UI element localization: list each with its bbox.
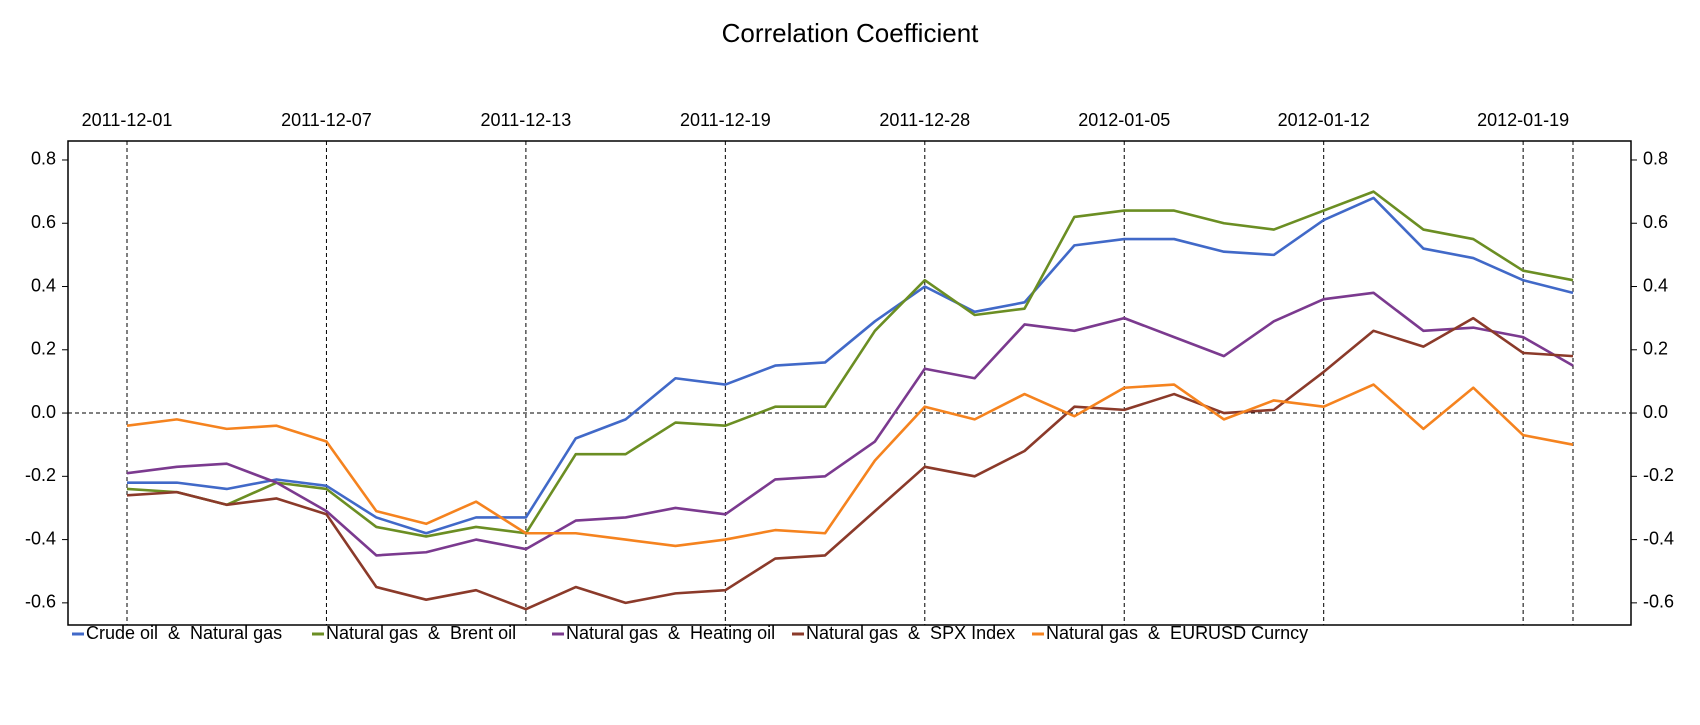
series-line <box>126 383 1574 548</box>
y2-tick-label: 0.2 <box>1643 339 1668 359</box>
y2-tick-label: 0.6 <box>1643 212 1668 232</box>
y2-tick-label: -0.4 <box>1643 528 1674 548</box>
plot-frame <box>67 140 1632 626</box>
x-tick-label: 2011-12-28 <box>879 110 970 130</box>
y2-tick-label: -0.2 <box>1643 465 1674 485</box>
y2-tick-label: 0.4 <box>1643 275 1668 295</box>
legend-label: Natural gas & Heating oil <box>566 623 775 643</box>
legend-label: Natural gas & Brent oil <box>326 623 516 643</box>
legend-label: Natural gas & EURUSD Curncy <box>1046 623 1308 643</box>
x-tick-label: 2012-01-05 <box>1078 110 1170 130</box>
y-tick-label: 0.4 <box>31 275 56 295</box>
series-line <box>127 196 1574 535</box>
y2-tick-label: 0.8 <box>1643 149 1668 169</box>
y2-tick-label: 0.0 <box>1643 402 1668 422</box>
x-tick-label: 2012-01-19 <box>1477 110 1569 130</box>
y-tick-label: 0.0 <box>31 402 56 422</box>
y-tick-label: -0.2 <box>25 465 56 485</box>
legend-label: Crude oil & Natural gas <box>86 623 282 643</box>
x-tick-label: 2011-12-07 <box>281 110 372 130</box>
x-tick-label: 2011-12-19 <box>680 110 771 130</box>
y-tick-label: 0.8 <box>31 149 56 169</box>
y-tick-label: 0.2 <box>31 339 56 359</box>
legend-label: Natural gas & SPX Index <box>806 623 1015 643</box>
series-line <box>126 291 1574 557</box>
x-tick-label: 2011-12-01 <box>82 110 173 130</box>
chart-title: Correlation Coefficient <box>722 18 980 48</box>
x-tick-label: 2012-01-12 <box>1278 110 1370 130</box>
y-tick-label: 0.6 <box>31 212 56 232</box>
y-tick-label: -0.4 <box>25 528 56 548</box>
series-line <box>126 190 1574 538</box>
y-tick-label: -0.6 <box>25 592 56 612</box>
x-tick-label: 2011-12-13 <box>481 110 572 130</box>
y2-tick-label: -0.6 <box>1643 592 1674 612</box>
series-line <box>126 316 1574 611</box>
